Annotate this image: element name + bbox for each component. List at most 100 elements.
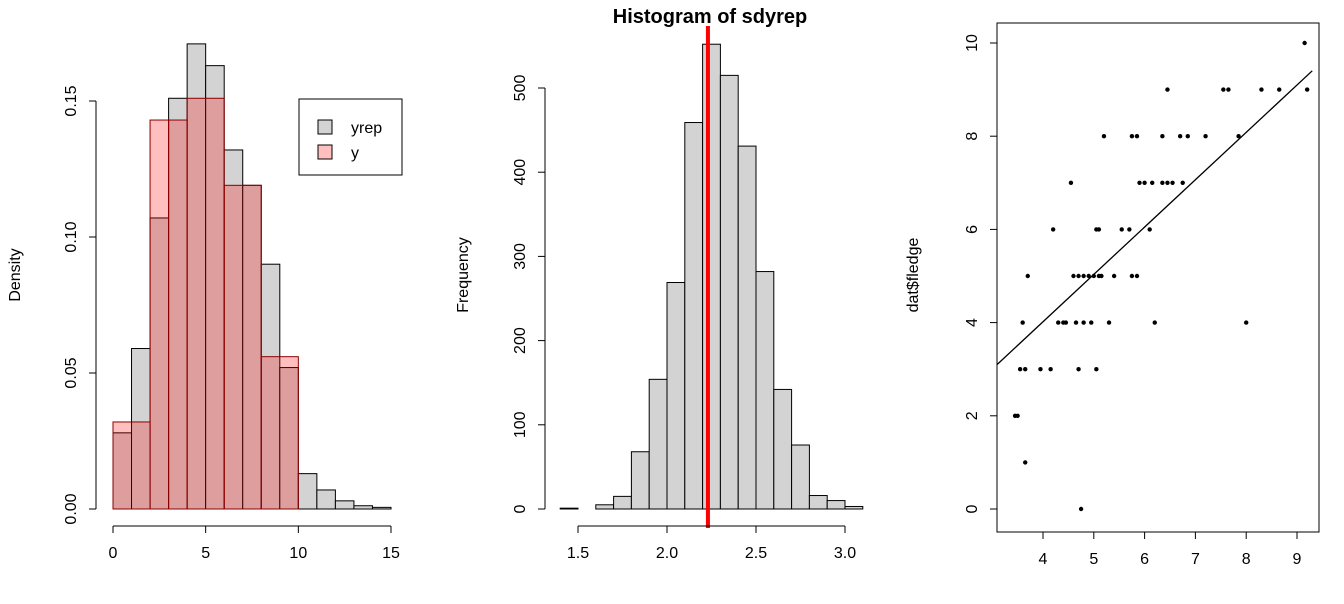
scatter-point — [1101, 134, 1107, 139]
scatter-point — [1302, 40, 1307, 46]
regression-line — [996, 70, 1313, 365]
scatter-y-tick-label: 2 — [964, 411, 981, 420]
scatter-y-axis: 0 2 4 6 8 10 — [964, 34, 998, 513]
frequency-y-tick-label: 400 — [512, 159, 529, 186]
yrep-density-bar — [353, 505, 373, 510]
density-x-tick-label: 5 — [201, 545, 210, 562]
scatter-point — [1165, 87, 1170, 92]
scatter-x-tick-label: 6 — [1140, 551, 1149, 568]
density-y-tick-label: 0.10 — [63, 221, 80, 252]
density-y-tick-label: 0.05 — [63, 357, 80, 388]
frequency-bar — [648, 378, 668, 510]
frequency-y-tick-label: 200 — [512, 327, 529, 354]
scatter-point — [1147, 227, 1152, 232]
scatter-point — [1259, 87, 1264, 92]
scatter-point — [1226, 87, 1231, 92]
frequency-bar — [559, 507, 579, 510]
scatter-point — [1152, 320, 1157, 325]
scatter-plot-area — [996, 40, 1313, 512]
frequency-bar — [755, 271, 775, 510]
scatter-x-tick-label: 7 — [1191, 551, 1200, 568]
scatter-point — [1048, 367, 1053, 372]
scatter-point — [1185, 134, 1190, 139]
scatter-point — [1078, 506, 1084, 512]
frequency-bar — [773, 388, 793, 510]
scatter-point — [1111, 273, 1117, 279]
frequency-histogram-x-axis: 1.5 2.0 2.5 3.0 — [567, 525, 856, 562]
scatter-point — [1050, 227, 1056, 232]
y-density-bar — [223, 184, 262, 510]
frequency-bar — [595, 504, 615, 510]
legend-box — [298, 98, 403, 176]
yrep-density-bar — [334, 500, 355, 510]
y-density-bar — [149, 119, 170, 510]
scatter-point — [1304, 87, 1310, 92]
frequency-bar — [630, 451, 650, 510]
density-histogram-y-axis: 0.00 0.05 0.10 0.15 — [63, 85, 97, 525]
scatter-point — [1096, 227, 1102, 232]
density-histogram-panel: 0 5 10 15 0.00 0.05 0.10 0.15 Density yrep y — [7, 43, 403, 562]
scatter-point — [1081, 320, 1086, 325]
frequency-bar — [666, 282, 686, 510]
scatter-point — [1068, 180, 1074, 185]
frequency-bar — [702, 43, 721, 510]
scatter-point — [1017, 367, 1023, 372]
frequency-bar — [613, 495, 632, 510]
frequency-x-tick-label: 2.5 — [745, 545, 767, 562]
frequency-histogram-title: Histogram of sdyrep — [613, 6, 807, 28]
frequency-y-axis-title: Frequency — [455, 237, 472, 313]
density-histogram-x-axis: 0 5 10 15 — [109, 525, 400, 562]
scatter-y-tick-label: 0 — [964, 504, 981, 513]
scatter-point — [1180, 180, 1185, 185]
scatter-x-tick-label: 4 — [1039, 551, 1048, 568]
frequency-bar — [684, 122, 704, 510]
frequency-x-tick-label: 1.5 — [567, 545, 589, 562]
scatter-point — [1015, 413, 1020, 418]
density-histogram-legend: yrep y — [298, 98, 403, 176]
scatter-point — [1025, 273, 1030, 279]
density-y-tick-label: 0.00 — [63, 493, 80, 524]
density-y-tick-label: 0.15 — [63, 85, 80, 116]
y-density-bar — [186, 97, 225, 510]
scatter-plot-box — [996, 22, 1320, 533]
scatter-point — [1142, 180, 1147, 185]
scatter-point — [1221, 87, 1226, 92]
scatter-point — [1089, 320, 1094, 325]
scatter-point — [1086, 273, 1091, 279]
frequency-histogram-y-axis: 0 100 200 300 400 500 — [512, 75, 546, 513]
frequency-y-tick-label: 300 — [512, 243, 529, 270]
scatter-point — [1150, 180, 1155, 185]
frequency-bar — [737, 145, 757, 510]
scatter-point — [1160, 180, 1165, 185]
scatter-y-tick-label: 6 — [964, 225, 981, 234]
frequency-y-tick-label: 0 — [512, 504, 529, 513]
scatter-point — [1023, 460, 1028, 465]
scatter-point — [1023, 367, 1028, 372]
frequency-bar — [826, 500, 846, 510]
frequency-x-tick-label: 3.0 — [834, 545, 856, 562]
y-density-bar — [112, 421, 151, 510]
scatter-point — [1177, 134, 1183, 139]
scatter-y-tick-label: 10 — [964, 34, 981, 52]
scatter-point — [1091, 273, 1097, 279]
scatter-x-tick-label: 9 — [1293, 551, 1302, 568]
scatter-point — [1134, 273, 1140, 279]
yrep-density-bar — [371, 506, 392, 510]
density-y-axis-title: Density — [7, 248, 24, 301]
frequency-y-tick-label: 100 — [512, 411, 529, 438]
scatter-x-tick-label: 5 — [1089, 551, 1098, 568]
density-histogram-plot-area — [112, 43, 392, 510]
scatter-point — [1134, 134, 1140, 139]
frequency-bar — [719, 74, 739, 510]
legend-swatch-yrep — [317, 119, 333, 135]
scatter-y-tick-label: 8 — [964, 132, 981, 141]
scatter-point — [1081, 273, 1086, 279]
scatter-point — [1127, 227, 1132, 232]
scatter-point — [1099, 273, 1104, 279]
scatter-y-axis-title: dat$fledge — [905, 238, 922, 313]
scatter-point — [1244, 320, 1249, 325]
legend-label-y: y — [351, 145, 359, 162]
frequency-bar — [844, 505, 864, 510]
y-density-bar — [168, 119, 188, 510]
scatter-point — [1063, 320, 1069, 325]
